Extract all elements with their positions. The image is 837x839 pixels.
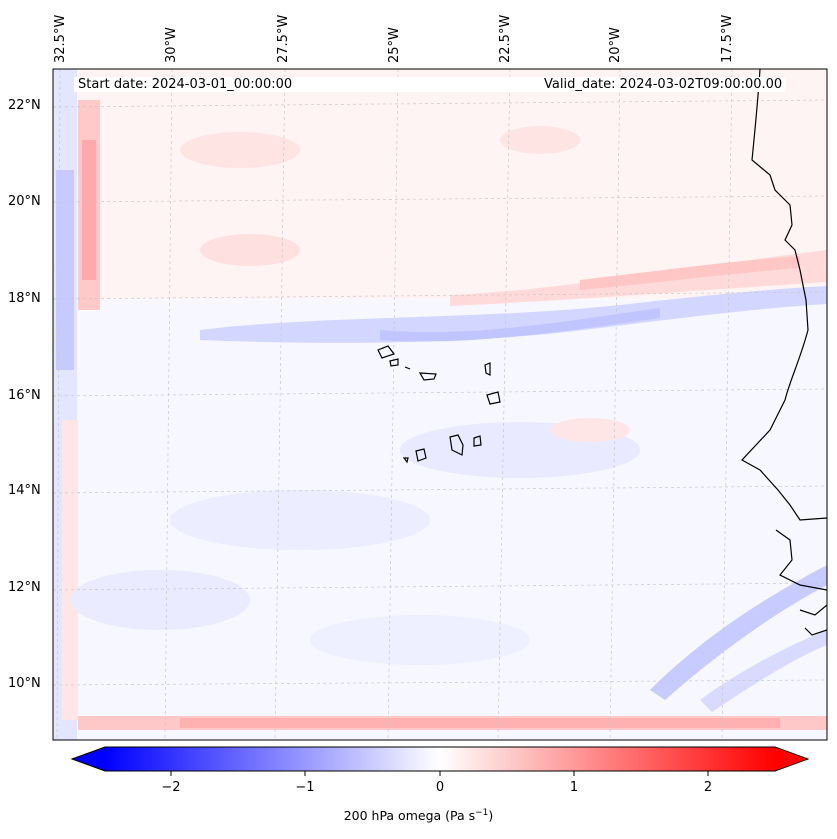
lon-label: 25°W (387, 27, 402, 63)
lon-label: 30°W (164, 27, 179, 63)
colorbar-tick-label: −2 (161, 780, 181, 795)
colorbar-tick-label: 1 (569, 780, 579, 795)
colorbar-title: 200 hPa omega (Pa s−1) (343, 808, 494, 824)
lon-label: 32.5°W (53, 14, 68, 63)
lon-label: 22.5°W (498, 14, 513, 63)
valid-date-label: Valid_date: 2024-03-02T09:00:00.00 (540, 77, 787, 92)
lon-label: 17.5°W (720, 14, 735, 63)
lat-label: 14°N (8, 483, 41, 498)
colorbar-tick-label: −1 (295, 780, 315, 795)
lat-label: 16°N (8, 388, 41, 403)
lon-label: 20°W (608, 27, 623, 63)
colorbar (70, 746, 810, 776)
colorbar-tick-label: 0 (435, 780, 445, 795)
map-frame (52, 68, 828, 741)
lat-label: 22°N (8, 98, 41, 113)
lon-label: 27.5°W (276, 14, 291, 63)
lat-label: 20°N (8, 194, 41, 209)
lat-label: 18°N (8, 291, 41, 306)
graticule (53, 69, 827, 740)
omega-field (53, 69, 827, 740)
start-date-label: Start date: 2024-03-01_00:00:00 (74, 77, 548, 92)
lat-label: 12°N (8, 580, 41, 595)
colorbar-tick-label: 2 (703, 780, 713, 795)
lat-label: 10°N (8, 676, 41, 691)
coastline (377, 69, 827, 636)
